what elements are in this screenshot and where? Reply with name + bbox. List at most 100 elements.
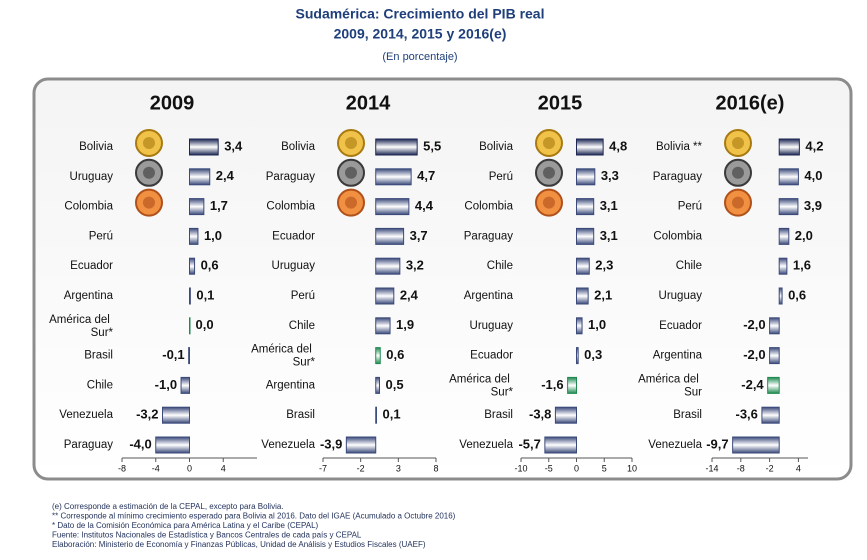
bar [189,227,199,245]
x-tick-label: -5 [545,463,553,473]
x-tick-label: 0 [187,463,192,473]
subtitle: (En porcentaje) [382,51,457,63]
value-label: 0,1 [196,287,214,302]
value-label: 3,3 [601,168,619,183]
bar [189,257,196,275]
bar [778,257,788,275]
category-label: Colombia [464,201,513,213]
bar [554,406,577,424]
bar [375,287,395,305]
panel-title: 2009 [150,92,195,114]
category-label: Argentina [64,290,114,302]
bar [375,317,391,335]
category-label: Paraguay [266,171,315,183]
x-tick-label: -7 [319,463,327,473]
bar [345,436,377,454]
category-label: Brasil [484,409,513,421]
category-label: Bolivia [79,141,113,153]
bar [576,227,595,245]
medal-icon [345,137,357,149]
x-tick-label: -4 [152,463,160,473]
category-label: Brasil [286,409,315,421]
value-label: 4,4 [415,198,434,213]
category-label: Venezuela [261,439,315,451]
bar [769,347,780,365]
category-label: Venezuela [59,409,113,421]
bar [189,168,211,186]
value-label: 1,9 [396,317,414,332]
bar [375,138,418,156]
x-tick-label: -8 [118,463,126,473]
category-label: Ecuador [659,320,702,332]
category-label: Chile [487,260,513,272]
value-label: 2,3 [595,258,613,273]
value-label: 4,0 [804,168,822,183]
category-label: Argentina [464,290,514,302]
category-label: Chile [87,379,113,391]
category-label: Argentina [653,350,703,362]
medal-icon [143,196,155,209]
value-label: 1,7 [210,198,228,213]
value-label: 0,5 [386,377,404,392]
category-label: América del Sur* [449,373,513,398]
category-label: Bolivia ** [656,141,703,153]
bar [769,317,780,335]
bar [155,436,190,454]
category-label: Chile [676,260,702,272]
value-label: 0,6 [201,258,219,273]
value-label: -3,6 [736,407,758,422]
value-label: -2,0 [743,347,765,362]
bar [180,376,190,394]
category-label: Perú [489,171,513,183]
category-label: Perú [291,290,315,302]
category-label: Chile [289,320,315,332]
medal-icon [543,196,555,209]
category-label: Uruguay [70,171,114,183]
category-label: Perú [89,230,113,242]
medal-icon [732,137,744,149]
value-label: 4,7 [417,168,435,183]
bar [567,376,577,394]
bar [761,406,780,424]
value-label: 3,2 [406,258,424,273]
footnote: * Dato de la Comisión Económica para Amé… [52,521,319,530]
bar [576,317,583,335]
value-label: 5,5 [423,138,441,153]
category-label: Venezuela [459,439,513,451]
value-label: 0,3 [584,347,602,362]
bar [778,287,783,305]
medal-icon [543,166,555,179]
category-label: Paraguay [64,439,113,451]
medal-icon [345,196,357,209]
value-label: 0,6 [386,347,404,362]
bar [188,347,190,365]
value-label: 3,1 [600,198,618,213]
category-label: Perú [678,201,702,213]
bar [375,198,410,216]
bar [778,168,799,186]
category-label: Venezuela [648,439,702,451]
value-label: 2,4 [216,168,235,183]
panel-title: 2016(e) [716,92,785,114]
bar [576,287,589,305]
value-label: -2,0 [743,317,765,332]
category-label: Colombia [266,201,315,213]
bar [576,347,579,365]
value-label: 2,1 [594,287,612,302]
value-label: 3,4 [224,138,243,153]
value-label: -3,2 [136,407,158,422]
value-label: 2,0 [795,228,813,243]
bar [767,376,780,394]
bar [375,168,412,186]
footnote: ** Corresponde al mínimo crecimiento esp… [52,512,456,521]
category-label: Uruguay [659,290,703,302]
bar [162,406,190,424]
medal-icon [143,166,155,179]
value-label: 2,4 [400,287,419,302]
bar [375,347,381,365]
value-label: -3,8 [529,407,551,422]
category-label: América del Sur* [49,314,113,339]
value-label: 1,0 [588,317,606,332]
title: 2009, 2014, 2015 y 2016(e) [334,26,507,42]
